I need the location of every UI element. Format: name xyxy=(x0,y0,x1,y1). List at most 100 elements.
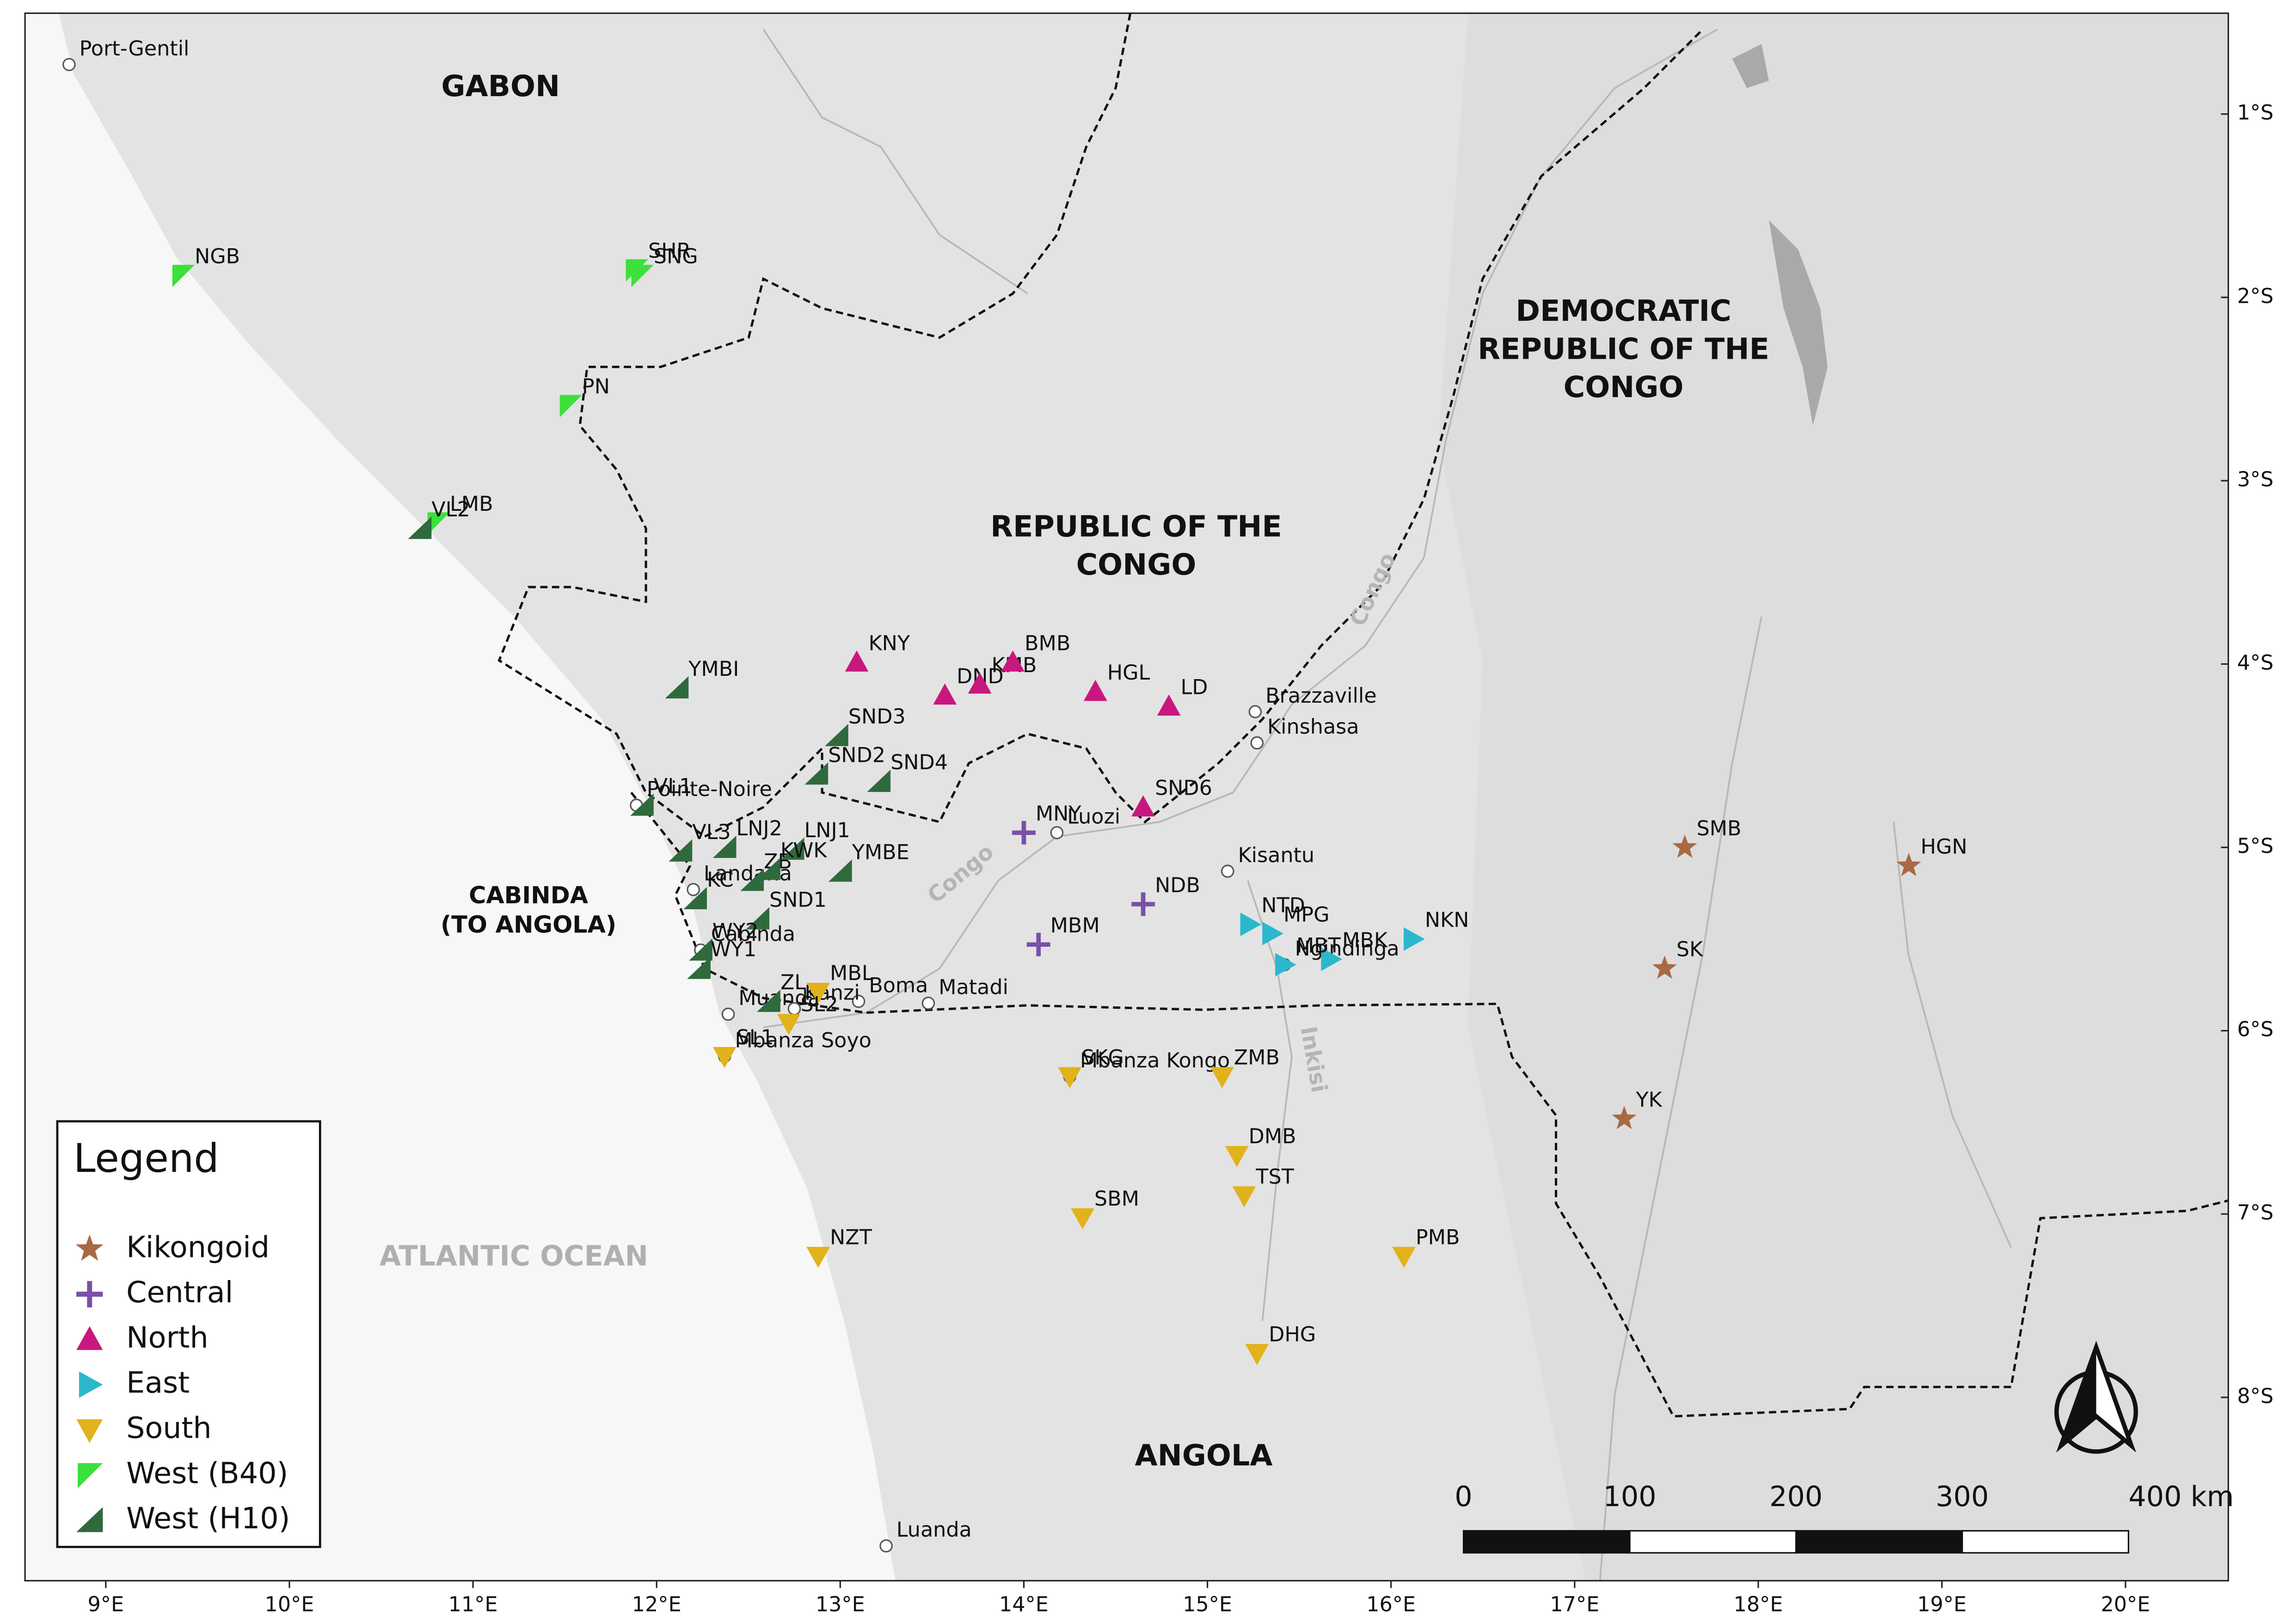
place-dot xyxy=(1221,864,1234,878)
site-label: NKN xyxy=(1425,908,1469,932)
site-marker xyxy=(806,1247,830,1268)
site-label: HGL xyxy=(1107,661,1150,685)
site-marker xyxy=(1612,1106,1637,1129)
site-marker xyxy=(867,769,891,792)
site-label: VL3 xyxy=(692,821,731,844)
site-label: NGB xyxy=(195,245,240,269)
site-marker xyxy=(689,938,712,961)
site-marker xyxy=(1392,1247,1416,1268)
site-label: SBM xyxy=(1094,1187,1139,1211)
site-label: SND1 xyxy=(769,889,827,912)
site-label: LMB xyxy=(450,492,493,516)
site-label: BMB xyxy=(1025,631,1070,655)
site-label: DHG xyxy=(1269,1323,1316,1346)
place-label: Pointe-Noire xyxy=(647,778,772,801)
site-marker xyxy=(968,672,992,694)
place-dot xyxy=(852,994,866,1008)
border xyxy=(497,13,1704,838)
site-marker xyxy=(559,395,582,417)
scale-label: 100 xyxy=(1603,1481,1656,1513)
site-marker xyxy=(1058,1067,1082,1089)
water-label: ATLANTIC OCEAN xyxy=(380,1240,648,1272)
relief xyxy=(1438,13,2229,1581)
scale-label: 200 xyxy=(1769,1481,1823,1513)
site-marker xyxy=(683,887,707,909)
site-marker xyxy=(1245,1344,1269,1365)
legend-label: South xyxy=(126,1411,212,1445)
site-label: SMB xyxy=(1696,817,1741,840)
x-tick-label: 9°E xyxy=(88,1593,124,1616)
river-line xyxy=(1599,616,1762,1581)
scale-label: 300 xyxy=(1936,1481,1989,1513)
site-label: LNJ1 xyxy=(804,819,850,842)
y-tick-label: 5°S xyxy=(2237,834,2274,858)
site-marker xyxy=(1262,922,1283,945)
site-label: SHR xyxy=(648,239,691,263)
site-label: ZMB xyxy=(1234,1046,1280,1070)
site-label: LD xyxy=(1181,676,1208,699)
site-label: KC xyxy=(707,868,734,892)
legend-label: West (B40) xyxy=(126,1456,288,1490)
site-marker xyxy=(1896,852,1922,876)
legend-label: Kikongoid xyxy=(126,1230,270,1264)
site-marker xyxy=(712,1047,737,1068)
legend-marker xyxy=(75,1234,104,1261)
site-marker xyxy=(806,982,830,1004)
site-marker xyxy=(1404,927,1425,951)
site-marker xyxy=(804,762,829,785)
site-label: MPG xyxy=(1283,903,1330,926)
site-label: SND4 xyxy=(890,751,948,774)
site-label: KNY xyxy=(868,631,910,655)
site-marker xyxy=(1131,795,1155,817)
site-marker xyxy=(746,907,769,930)
site-marker xyxy=(1157,694,1181,716)
site-marker xyxy=(1026,932,1050,956)
x-tick-label: 19°E xyxy=(1917,1593,1967,1616)
river-line xyxy=(762,29,1028,294)
x-tick-label: 20°E xyxy=(2101,1593,2150,1616)
site-label: SND6 xyxy=(1155,777,1212,800)
site-label: SND2 xyxy=(828,743,885,767)
y-tick-label: 2°S xyxy=(2237,284,2274,308)
country-label: ANGOLA xyxy=(1135,1438,1273,1472)
lake xyxy=(1768,220,1828,426)
country-label: REPUBLIC OF THE xyxy=(990,509,1282,544)
border xyxy=(630,791,2229,1418)
x-tick-label: 12°E xyxy=(632,1593,681,1616)
scale-segment xyxy=(1961,1530,2130,1554)
country-label: (TO ANGOLA) xyxy=(441,911,616,938)
site-label: MBM xyxy=(1050,914,1100,938)
site-marker xyxy=(1012,821,1036,845)
place-dot xyxy=(921,996,935,1010)
site-marker xyxy=(1131,892,1155,916)
site-label: NZT xyxy=(830,1226,872,1249)
site-label: MNY xyxy=(1036,802,1082,826)
place-dot xyxy=(879,1539,893,1553)
site-label: WY2 xyxy=(712,919,758,943)
y-tick-label: 3°S xyxy=(2237,468,2274,491)
site-label: PMB xyxy=(1416,1226,1460,1249)
site-label: SK xyxy=(1676,938,1704,962)
x-tick-label: 16°E xyxy=(1366,1593,1416,1616)
site-label: SL2 xyxy=(801,993,838,1017)
site-label: NTD xyxy=(1261,894,1305,917)
site-marker xyxy=(780,837,804,860)
country-label: REPUBLIC OF THE xyxy=(1478,331,1769,366)
site-label: TST xyxy=(1255,1165,1294,1189)
place-label: Luozi xyxy=(1067,805,1120,829)
place-label: Kinshasa xyxy=(1267,715,1359,739)
x-tick-label: 18°E xyxy=(1733,1593,1783,1616)
site-label: DMB xyxy=(1248,1125,1296,1148)
site-label: YK xyxy=(1635,1088,1663,1112)
legend-marker xyxy=(76,1281,103,1308)
y-tick-label: 8°S xyxy=(2237,1385,2274,1408)
site-label: MBL xyxy=(830,962,873,985)
site-label: YMBE xyxy=(852,840,909,864)
site-marker xyxy=(828,859,852,882)
site-marker xyxy=(933,683,957,705)
x-tick-label: 14°E xyxy=(999,1593,1049,1616)
site-label: MBK xyxy=(1342,929,1388,952)
place-dot xyxy=(787,1002,801,1016)
scale-label: 400 km xyxy=(2129,1481,2234,1513)
